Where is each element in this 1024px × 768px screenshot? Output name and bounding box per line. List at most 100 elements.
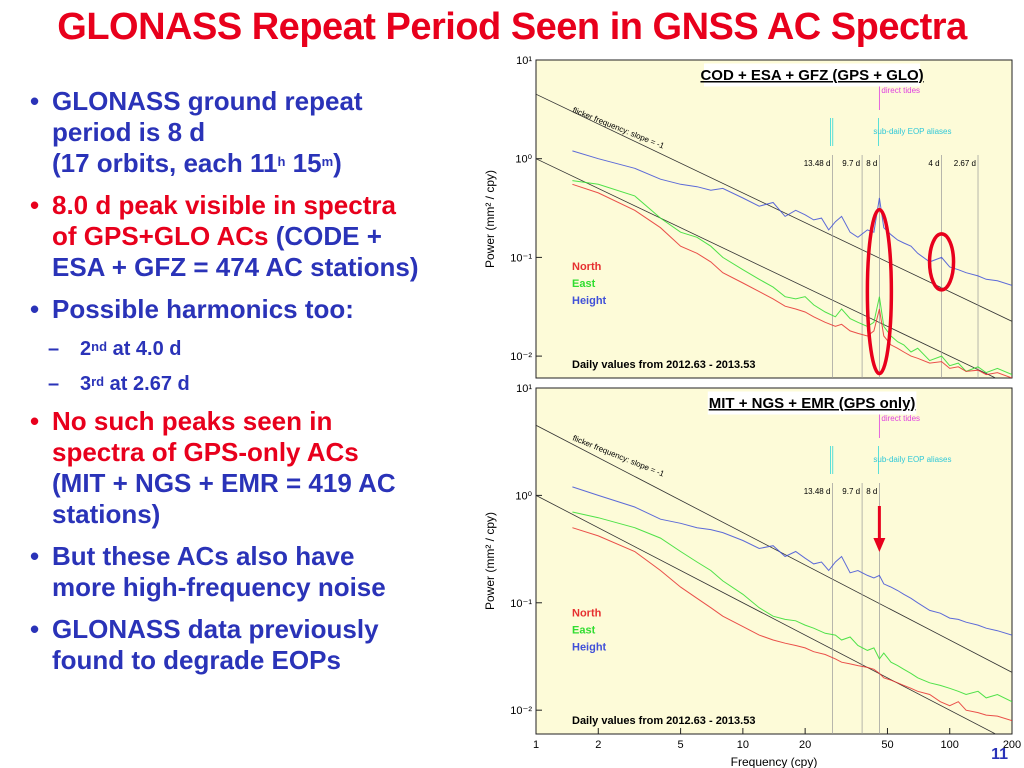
bullet-degrade-eops: • GLONASS data previously found to degra… — [30, 614, 460, 676]
page-number: 11 — [991, 746, 1008, 763]
direct-tides-label: direct tides — [881, 86, 920, 95]
harmonic-num: 2 — [80, 338, 92, 360]
y-tick-label: 10⁻² — [510, 705, 532, 717]
bullet-line: But these ACs also have — [52, 541, 355, 571]
plot-content — [536, 410, 1012, 734]
legend-north: North — [572, 607, 602, 619]
chart-title: MIT + NGS + EMR (GPS only) — [709, 395, 916, 412]
y-axis-label: Power (mm² / cpy) — [483, 170, 497, 268]
plot-area — [535, 387, 1013, 735]
chart-title-box — [703, 63, 921, 87]
fit-line — [536, 158, 997, 378]
chart-panel-1: COD + ESA + GFZ (GPS + GLO) direct tides s… — [483, 55, 1013, 379]
peak-8d-highlight — [865, 207, 894, 376]
bullet-repeat-period: • GLONASS ground repeat period is 8 d (1… — [30, 86, 460, 179]
bullet-list: • GLONASS ground repeat period is 8 d (1… — [30, 86, 460, 687]
bullet-line: No such peaks seen in — [52, 406, 333, 436]
harmonic-num: 3 — [80, 373, 92, 395]
paren-close: ) — [333, 148, 342, 178]
bullet-dot: • — [30, 406, 40, 436]
sub-bullet-2nd: – 2nd at 4.0 d — [30, 336, 460, 362]
bullet-line: spectra of GPS-only ACs — [52, 437, 359, 467]
chart-legend: North East Height — [572, 261, 607, 307]
series-east — [572, 180, 1012, 376]
fit-line — [536, 495, 997, 734]
bullet-noise: • But these ACs also have more high-freq… — [30, 541, 460, 603]
spectra-charts: COD + ESA + GFZ (GPS + GLO) direct tides s… — [483, 55, 1021, 768]
blue-text: (CODE + — [268, 221, 382, 251]
y-tick-label: 10⁻¹ — [510, 598, 532, 610]
period-marker-label: 8 d — [866, 487, 877, 496]
bullet-line: of GPS+GLO ACs (CODE + — [52, 221, 460, 252]
chart-title: COD + ESA + GFZ (GPS + GLO) — [700, 67, 923, 84]
bullet-harmonics: • Possible harmonics too: — [30, 294, 460, 325]
bullet-no-peaks: • No such peaks seen in spectra of GPS-o… — [30, 406, 460, 530]
hours-sup: h — [277, 154, 286, 169]
bullet-line: period is 8 d — [52, 117, 206, 147]
x-tick-label: 5 — [678, 739, 684, 751]
x-tick-label: 10 — [737, 739, 749, 751]
period-marker-label: 9.7 d — [842, 487, 860, 496]
y-tick-label: 10⁻¹ — [510, 252, 532, 264]
x-tick-label: 20 — [799, 739, 811, 751]
chart-legend: North East Height — [572, 607, 607, 653]
period-marker-label: 2.67 d — [954, 159, 976, 168]
period-marker-label: 13.48 d — [804, 487, 831, 496]
legend-north: North — [572, 261, 602, 273]
plot-content — [536, 82, 1012, 378]
legend-east: East — [572, 278, 596, 290]
sub-dash: – — [48, 373, 60, 395]
sub-dash: – — [48, 338, 60, 360]
bullet-line: more high-frequency noise — [52, 572, 386, 602]
legend-height: Height — [572, 295, 607, 307]
series-north — [572, 183, 1012, 378]
x-tick-label: 200 — [1003, 739, 1021, 751]
y-axis-label: Power (mm² / cpy) — [483, 512, 497, 610]
x-tick-label: 1 — [533, 739, 539, 751]
bullet-dot: • — [30, 614, 40, 644]
harmonic-sup: rd — [91, 374, 105, 389]
period-marker-label: 4 d — [928, 159, 939, 168]
period-marker-label: 9.7 d — [842, 159, 860, 168]
y-tick-label: 10⁰ — [515, 154, 532, 166]
bullet-line: Possible harmonics too: — [52, 294, 354, 324]
harmonic-sup: nd — [91, 339, 108, 354]
no-peak-arrow-head — [873, 538, 886, 552]
series-height — [572, 150, 1012, 286]
x-tick-label: 50 — [881, 739, 893, 751]
bullet-dot: • — [30, 190, 40, 220]
chart-note: Daily values from 2012.63 - 2013.53 — [572, 359, 755, 371]
bullet-line: ESA + GFZ = 474 AC stations) — [52, 252, 419, 282]
minutes-text: 15 — [285, 148, 322, 178]
plot-area — [535, 59, 1013, 379]
chart-note: Daily values from 2012.63 - 2013.53 — [572, 715, 755, 727]
bullet-line: found to degrade EOPs — [52, 645, 341, 675]
bullet-dot: • — [30, 541, 40, 571]
y-tick-label: 10⁻² — [510, 351, 532, 363]
harmonic-text: at 4.0 d — [107, 338, 182, 360]
slide-title: GLONASS Repeat Period Seen in GNSS AC Sp… — [57, 6, 967, 48]
series-east — [572, 511, 1012, 703]
bullet-dot: • — [30, 86, 40, 116]
series-north — [572, 527, 1012, 722]
period-marker-label: 13.48 d — [804, 159, 831, 168]
bullet-line: stations) — [52, 499, 161, 529]
x-tick-label: 100 — [941, 739, 959, 751]
period-marker-label: 8 d — [866, 159, 877, 168]
series-height — [572, 486, 1012, 636]
peak-4d-highlight — [927, 232, 956, 292]
eop-aliases-label: sub-daily EOP aliases — [873, 455, 951, 464]
bullet-line: GLONASS ground repeat — [52, 86, 363, 116]
bullet-8d-peak: • 8.0 d peak visible in spectra of GPS+G… — [30, 190, 460, 283]
legend-east: East — [572, 624, 596, 636]
eop-aliases-label: sub-daily EOP aliases — [873, 127, 951, 136]
x-axis-label: Frequency (cpy) — [731, 755, 818, 768]
fit-line — [536, 424, 1012, 673]
sub-bullet-3rd: – 3rd at 2.67 d — [30, 371, 460, 397]
bullet-line: 8.0 d peak visible in spectra — [52, 190, 396, 220]
chart-panel-2: MIT + NGS + EMR (GPS only) direct tides su… — [483, 383, 1021, 768]
y-tick-label: 10¹ — [516, 383, 532, 395]
bullet-line: (MIT + NGS + EMR = 419 AC — [52, 468, 396, 498]
bullet-line: GLONASS data previously — [52, 614, 379, 644]
x-tick-label: 2 — [595, 739, 601, 751]
